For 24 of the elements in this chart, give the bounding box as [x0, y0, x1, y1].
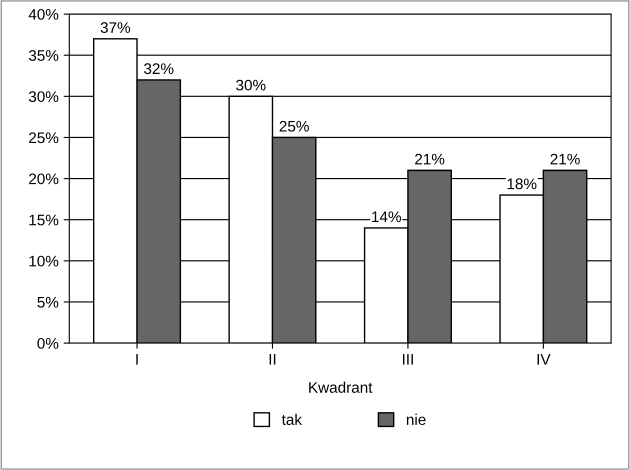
- data-label: 21%: [415, 154, 444, 165]
- data-label: 21%: [550, 154, 580, 165]
- y-tick-label: 35%: [28, 50, 58, 61]
- y-tick-label: 20%: [29, 173, 58, 184]
- x-tick-label: II: [270, 354, 276, 365]
- data-label: 30%: [236, 80, 266, 91]
- y-tick-label: 25%: [29, 132, 58, 144]
- legend-label: nie: [406, 414, 426, 425]
- x-tick-label: IV: [538, 354, 551, 365]
- data-label: 18%: [508, 178, 536, 190]
- y-tick-label: 30%: [28, 91, 58, 102]
- y-tick-label: 15%: [29, 214, 58, 226]
- data-label: 25%: [280, 120, 309, 132]
- legend-label: tak: [282, 414, 302, 425]
- data-label: 37%: [100, 22, 130, 33]
- x-axis-title: Kwadrant: [309, 382, 372, 393]
- y-tick-label: 5%: [37, 296, 58, 308]
- y-tick-label: 10%: [29, 256, 58, 267]
- data-label: 32%: [144, 63, 174, 74]
- y-tick-label: 0%: [37, 338, 58, 349]
- y-tick-label: 40%: [28, 8, 58, 20]
- x-tick-label: III: [402, 354, 413, 365]
- data-label: 14%: [372, 211, 401, 222]
- x-tick-label: I: [136, 354, 138, 365]
